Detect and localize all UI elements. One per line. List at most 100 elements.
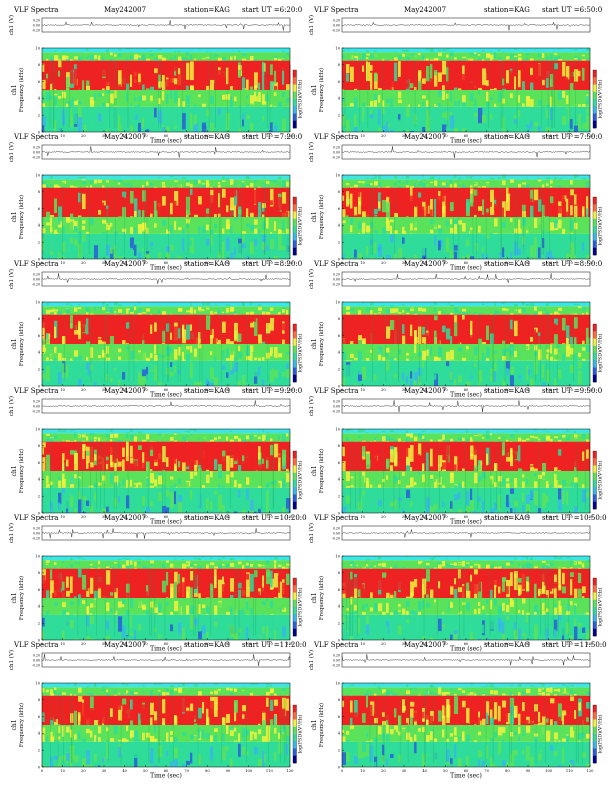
colorbar-segment: [293, 99, 297, 107]
colorbar-segment: [293, 755, 297, 764]
spectrogram-band-mid: [42, 433, 290, 442]
wave-tick-label: 0.20: [33, 400, 40, 404]
waveform-line: [41, 146, 291, 158]
y-tick-label: 4: [338, 605, 341, 609]
spectrogram-band-cyan: [42, 302, 290, 307]
y-tick-label: 2: [38, 749, 40, 753]
y-tick-label: 2: [38, 114, 40, 118]
panel-title: VLF Spectra: [314, 6, 359, 14]
y-axis-channel-label: ch1: [311, 719, 318, 730]
x-tick-label: 110: [266, 134, 274, 138]
colorbar-segment: [293, 458, 297, 466]
spectrogram-panel: VLF Spectra May242007 station=KAG start UT …: [306, 258, 606, 399]
x-tick-label: 90: [526, 388, 531, 392]
x-tick-label: 10: [360, 515, 365, 519]
y-tick-label: 8: [38, 698, 41, 702]
colorbar-segment: [593, 494, 597, 503]
wave-tick-label: 0.20: [333, 527, 340, 531]
spectrogram-band-cyan: [42, 175, 290, 180]
x-tick-label: 20: [81, 515, 86, 519]
colorbar-segment: [293, 226, 297, 234]
x-tick-label: 90: [226, 388, 231, 392]
x-tick-label: 50: [443, 515, 448, 519]
colorbar-segment: [593, 726, 597, 735]
wave-tick-label: -0.20: [332, 537, 340, 541]
x-tick-label: 70: [484, 134, 489, 138]
y-tick-label: 0: [38, 638, 41, 642]
colorbar-segment: [593, 705, 597, 713]
colorbar-segment: [293, 719, 297, 728]
x-tick-label: 0: [341, 769, 344, 773]
x-tick-label: 40: [422, 388, 427, 392]
colorbar-segment: [293, 480, 297, 488]
panel-start-time: start UT =7:20:0: [242, 133, 303, 141]
x-tick-label: 110: [566, 261, 574, 265]
x-tick-label: 50: [443, 388, 448, 392]
y-tick-label: 6: [338, 715, 341, 719]
colorbar-segment: [293, 628, 297, 637]
spectrogram-panel: VLF Spectra May242007 station=KAG start UT …: [6, 131, 306, 272]
wave-tick-label: 0.00: [333, 151, 340, 155]
waveform-line: [41, 400, 291, 407]
y-tick-label: 8: [38, 444, 41, 448]
x-tick-label: 80: [505, 769, 510, 773]
panel-date: May242007: [404, 641, 447, 649]
panel-date: May242007: [104, 133, 147, 141]
colorbar-segment: [293, 578, 297, 586]
y-axis-label: Frequency (kHz): [318, 68, 325, 112]
y-tick-label: 4: [338, 97, 341, 101]
waveform-axis-label: ch1 (V): [8, 650, 15, 670]
y-tick-label: 8: [338, 190, 341, 194]
y-tick-label: 6: [338, 461, 341, 465]
y-axis-channel-label: ch1: [11, 719, 18, 730]
panel-title: VLF Spectra: [314, 260, 359, 268]
wave-tick-label: 0.20: [333, 400, 340, 404]
x-tick-label: 100: [545, 769, 553, 773]
x-tick-label: 30: [402, 261, 407, 265]
y-tick-label: 10: [335, 300, 340, 304]
x-tick-label: 10: [60, 134, 65, 138]
x-tick-label: 50: [443, 769, 448, 773]
waveform-axis-label: ch1 (V): [308, 269, 315, 289]
y-axis-label: Frequency (kHz): [318, 195, 325, 239]
panel-date: May242007: [104, 260, 147, 268]
x-tick-label: 10: [360, 642, 365, 646]
x-tick-label: 60: [164, 261, 169, 265]
y-tick-label: 10: [35, 300, 40, 304]
x-tick-label: 10: [360, 388, 365, 392]
x-tick-label: 30: [402, 769, 407, 773]
y-axis-label: Frequency (kHz): [318, 703, 325, 747]
colorbar-label: log(PSD)(V²/Hz): [297, 587, 304, 626]
x-axis-label: Time (sec): [450, 519, 482, 526]
wave-tick-label: 0.00: [33, 659, 40, 663]
y-tick-label: 6: [338, 334, 341, 338]
y-axis-label: Frequency (kHz): [318, 576, 325, 620]
x-axis-label: Time (sec): [450, 265, 482, 272]
x-tick-label: 70: [184, 769, 189, 773]
x-tick-label: 120: [587, 261, 595, 265]
colorbar-segment: [293, 367, 297, 376]
panel-station: station=KAG: [484, 641, 530, 649]
wave-tick-label: -0.20: [32, 537, 40, 541]
x-tick-label: 40: [122, 388, 127, 392]
colorbar-segment: [293, 345, 297, 354]
x-tick-label: 60: [464, 388, 469, 392]
panel-start-time: start UT =11:50:0: [542, 641, 607, 649]
x-tick-label: 10: [60, 261, 65, 265]
spectrogram-panel: VLF Spectra May242007 station=KAG start UT …: [6, 385, 306, 526]
colorbar-segment: [593, 621, 597, 630]
panel-start-time: start UT =6:50:0: [542, 6, 603, 14]
waveform-line: [41, 654, 291, 666]
colorbar-segment: [293, 218, 297, 227]
y-tick-label: 10: [35, 427, 40, 431]
y-tick-label: 2: [338, 114, 340, 118]
x-tick-label: 80: [505, 515, 510, 519]
x-tick-label: 60: [164, 388, 169, 392]
colorbar-segment: [593, 607, 597, 615]
x-tick-label: 80: [205, 261, 210, 265]
x-tick-label: 80: [205, 134, 210, 138]
y-tick-label: 2: [38, 495, 40, 499]
x-tick-label: 70: [484, 515, 489, 519]
panel-station: station=KAG: [484, 387, 530, 395]
